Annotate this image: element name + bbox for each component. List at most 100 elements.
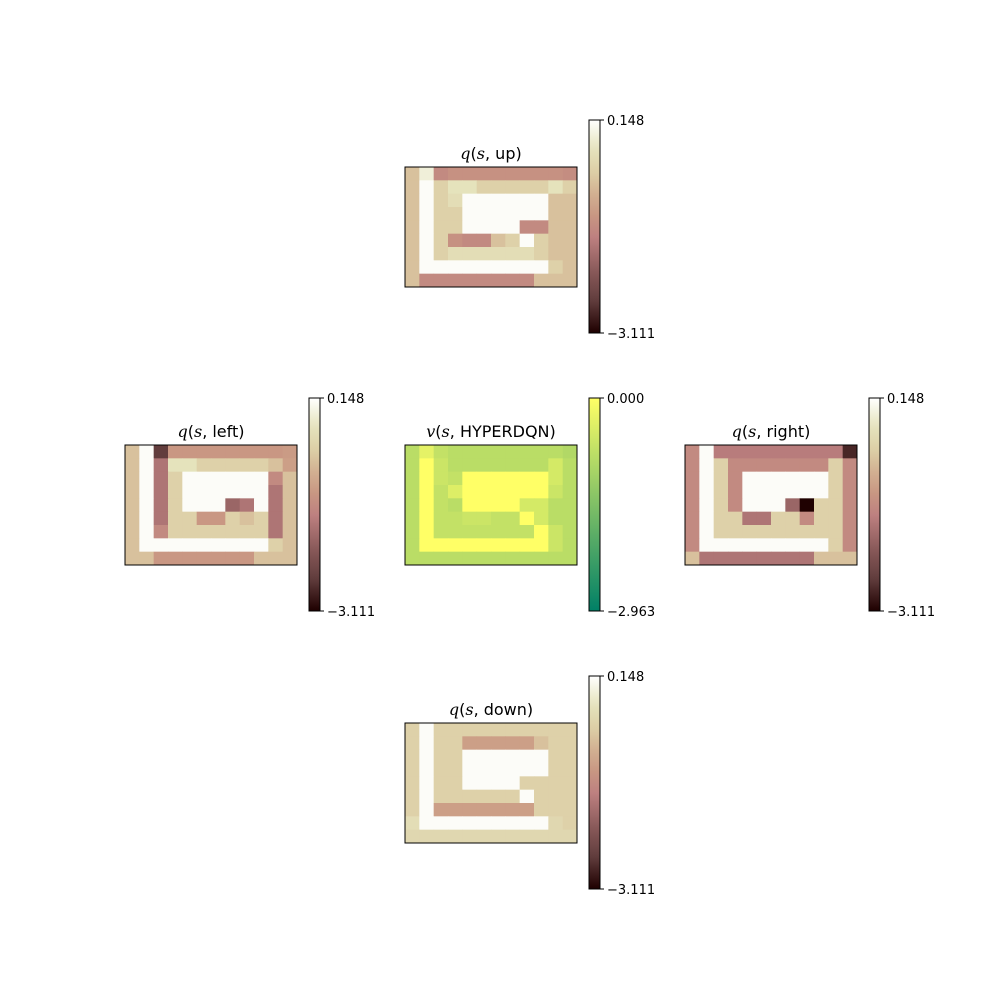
- heatmap-cell: [268, 551, 284, 566]
- heatmap-cell: [476, 816, 492, 831]
- heatmap-cell: [842, 471, 858, 486]
- heatmap-cell: [534, 511, 549, 526]
- heatmap-cell: [491, 789, 506, 804]
- heatmap-cell: [842, 498, 858, 513]
- heatmap-cell: [448, 776, 463, 791]
- heatmap-cell: [842, 525, 858, 539]
- heatmap-cell: [196, 458, 212, 473]
- heatmap-cell: [534, 829, 549, 844]
- heatmap-cell: [182, 498, 198, 513]
- heatmap-cell: [211, 551, 226, 566]
- heatmap-cell: [519, 485, 535, 499]
- heatmap-cell: [814, 525, 829, 539]
- heatmap-cell: [756, 538, 772, 553]
- heatmap-cell: [282, 458, 298, 473]
- heatmap-cell: [182, 525, 198, 539]
- heatmap-cell: [419, 829, 435, 844]
- heatmap-cell: [211, 445, 226, 459]
- heatmap-cell: [548, 789, 564, 804]
- heatmap-cell: [491, 498, 506, 513]
- heatmap-cell: [168, 485, 183, 499]
- heatmap-cell: [476, 445, 492, 459]
- heatmap-cell: [548, 498, 564, 513]
- heatmap-cell: [254, 551, 269, 566]
- heatmap-frame: [124, 444, 298, 566]
- heatmap-cell: [419, 458, 435, 473]
- heatmap-cell: [405, 207, 420, 221]
- heatmap-cell: [419, 193, 435, 208]
- heatmap-cell: [168, 458, 183, 473]
- heatmap-cell: [505, 273, 521, 288]
- heatmap-cell: [519, 525, 535, 539]
- heatmap-cell: [433, 736, 449, 751]
- heatmap-cell: [405, 525, 420, 539]
- heatmap-cell: [534, 485, 549, 499]
- heatmap-cell: [225, 471, 241, 486]
- heatmap-cell: [225, 551, 241, 566]
- heatmap-cell: [519, 776, 535, 791]
- heatmap-cell: [505, 829, 521, 844]
- heatmap-cell: [785, 498, 801, 513]
- heatmap-cell: [448, 247, 463, 261]
- heatmap-cell: [505, 498, 521, 513]
- heatmap-cell: [799, 498, 815, 513]
- heatmap-cell: [268, 485, 284, 499]
- heatmap-cell: [448, 485, 463, 499]
- heatmap-cell: [433, 445, 449, 459]
- heatmap-cell: [405, 763, 420, 777]
- heatmap-cell: [448, 220, 463, 235]
- heatmap-cell: [728, 485, 743, 499]
- panel-title: q(s, right): [732, 422, 811, 441]
- heatmap-cell: [139, 525, 155, 539]
- heatmap-cell: [448, 749, 463, 764]
- heatmap-cell: [419, 260, 435, 275]
- heatmap-cell: [505, 207, 521, 221]
- heatmap-cell: [225, 458, 241, 473]
- heatmap-cell: [139, 538, 155, 553]
- heatmap-cell: [448, 180, 463, 195]
- heatmap-cell: [505, 233, 521, 248]
- colorbar-tick-label: 0.148: [607, 114, 644, 129]
- heatmap-cell: [534, 525, 549, 539]
- heatmap-cell: [785, 445, 801, 459]
- heatmap-cell: [771, 498, 786, 513]
- heatmap-cell: [153, 538, 169, 553]
- heatmap-cell: [699, 525, 715, 539]
- heatmap-cell: [125, 485, 140, 499]
- heatmap-cell: [548, 273, 564, 288]
- heatmap-cell: [756, 525, 772, 539]
- heatmap-cell: [125, 445, 140, 459]
- heatmap-cell: [419, 511, 435, 526]
- heatmap-cell: [548, 247, 564, 261]
- heatmap-cell: [728, 471, 743, 486]
- heatmap-cell: [405, 816, 420, 831]
- heatmap-cell: [519, 816, 535, 831]
- heatmap-cell: [562, 167, 578, 181]
- heatmap-cell: [785, 471, 801, 486]
- heatmap-cell: [505, 816, 521, 831]
- heatmap-cell: [491, 736, 506, 751]
- heatmap-cell: [534, 167, 549, 181]
- heatmap-cell: [771, 538, 786, 553]
- heatmap-cell: [491, 260, 506, 275]
- heatmap-cell: [405, 551, 420, 566]
- heatmap-cell: [405, 723, 420, 737]
- heatmap-cell: [491, 167, 506, 181]
- heatmap-cell: [728, 458, 743, 473]
- heatmap-cell: [814, 445, 829, 459]
- panel-title: q(s, left): [177, 422, 244, 441]
- heatmap-cell: [125, 458, 140, 473]
- heatmap-panel-down: q(s, down) 0.148 −3.111: [404, 670, 655, 898]
- heatmap-cell: [211, 538, 226, 553]
- heatmap-cell: [562, 776, 578, 791]
- heatmap-cell: [505, 763, 521, 777]
- heatmap-cell: [505, 723, 521, 737]
- heatmap-cell: [742, 445, 758, 459]
- heatmap-cell: [491, 776, 506, 791]
- heatmap-cell: [491, 485, 506, 499]
- heatmap-cell: [562, 511, 578, 526]
- heatmap-cell: [239, 458, 255, 473]
- heatmap-cell: [713, 458, 729, 473]
- heatmap-cell: [419, 538, 435, 553]
- heatmap-cell: [534, 803, 549, 817]
